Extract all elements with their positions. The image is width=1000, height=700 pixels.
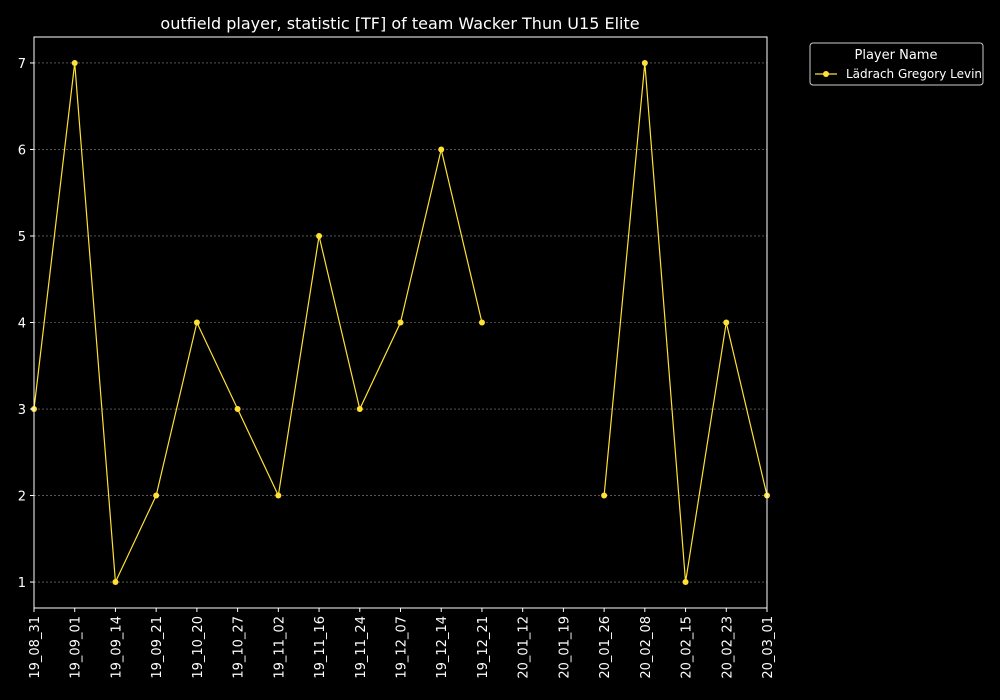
data-point [438, 146, 445, 153]
legend-title: Player Name [855, 48, 938, 63]
data-point [112, 579, 119, 586]
data-point [601, 492, 608, 499]
data-point [641, 59, 648, 66]
legend-marker-swatch [823, 71, 829, 77]
x-tick-label: 19_10_20 [191, 616, 206, 679]
x-tick-label: 19_09_21 [150, 616, 165, 679]
series-layer [31, 59, 770, 586]
x-tick-label: 20_02_15 [680, 616, 695, 679]
x-tick-label: 19_12_07 [395, 616, 410, 679]
data-point [682, 579, 689, 586]
y-tick-label: 7 [18, 57, 26, 72]
x-tick-label: 19_10_27 [232, 616, 247, 679]
x-tick-label: 20_02_23 [720, 616, 735, 679]
data-point [275, 492, 282, 499]
y-tick-label: 6 [18, 143, 26, 158]
data-point [153, 492, 160, 499]
series-line [33, 62, 483, 585]
legend-entry-label: Lädrach Gregory Levin [846, 67, 982, 81]
chart-title: outfield player, statistic [TF] of team … [160, 14, 639, 33]
x-tick-label: 19_09_14 [109, 616, 124, 679]
x-tick-label: 20_02_08 [639, 616, 654, 679]
y-tick-label: 4 [18, 317, 26, 332]
x-tick-label: 20_01_19 [557, 616, 572, 679]
data-point [723, 319, 730, 326]
data-point [71, 59, 78, 66]
y-tick-label: 1 [18, 576, 26, 591]
x-tick-label: 19_11_02 [272, 616, 287, 679]
data-point [234, 406, 241, 413]
x-tick-label: 20_03_01 [761, 616, 776, 679]
x-tick-label: 19_08_31 [28, 616, 43, 679]
x-tick-label: 19_12_21 [476, 616, 491, 679]
x-tick-label: 19_11_16 [313, 616, 328, 679]
legend: Player Name Lädrach Gregory Levin [809, 42, 984, 86]
x-tick-label: 19_09_01 [69, 616, 84, 679]
x-axis: 19_08_31 19_09_01 19_09_14 19_09_21 19_10_20… [28, 608, 776, 679]
y-tick-label: 3 [18, 403, 26, 418]
data-point [356, 406, 363, 413]
x-tick-label: 20_01_12 [517, 616, 532, 679]
x-tick-label: 20_01_26 [598, 616, 613, 679]
data-point [478, 319, 485, 326]
legend-box [809, 42, 984, 86]
x-tick-label: 19_12_14 [435, 616, 450, 679]
x-tick-label: 19_11_24 [354, 616, 369, 679]
y-axis: 1 2 3 4 5 6 7 [18, 57, 34, 591]
data-point [193, 319, 200, 326]
y-tick-label: 5 [18, 230, 26, 245]
y-tick-label: 2 [18, 490, 26, 505]
data-point [316, 232, 323, 239]
data-point [397, 319, 404, 326]
